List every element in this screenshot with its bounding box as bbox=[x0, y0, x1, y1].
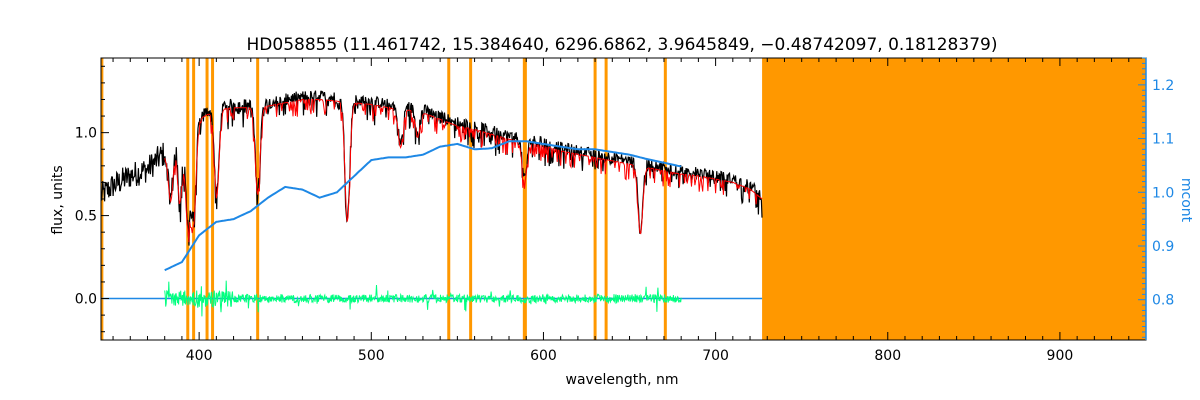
x-axis-label: wavelength, nm bbox=[566, 372, 679, 388]
y2-tick-label: 0.8 bbox=[1152, 293, 1174, 309]
observed-spectrum-line bbox=[101, 90, 763, 246]
y2-tick-label: 1.2 bbox=[1152, 78, 1174, 94]
x-tick-label: 800 bbox=[874, 348, 901, 364]
model-spectrum-line bbox=[164, 99, 763, 243]
masked-region bbox=[762, 58, 1146, 340]
continuum-line bbox=[164, 140, 682, 272]
y2-axis: 0.8 0.9 1.0 1.1 1.2 bbox=[1138, 57, 1174, 340]
y-axis-label: flux, units bbox=[50, 165, 66, 234]
chart-title: HD058855 (11.461742, 15.384640, 6296.686… bbox=[247, 35, 998, 55]
y2-axis-label: mcont bbox=[1178, 178, 1194, 223]
x-tick-label: 900 bbox=[1047, 348, 1074, 364]
y2-tick-label: 0.9 bbox=[1152, 239, 1174, 255]
y-tick-label: 0.0 bbox=[75, 292, 97, 308]
residuals-line bbox=[164, 280, 682, 317]
plot-area bbox=[101, 58, 1146, 340]
x-tick-label: 400 bbox=[186, 348, 213, 364]
x-tick-label: 700 bbox=[702, 348, 729, 364]
x-tick-label: 600 bbox=[530, 348, 557, 364]
x-tick-label: 500 bbox=[358, 348, 385, 364]
y-tick-label: 1.0 bbox=[75, 126, 97, 142]
y2-tick-label: 1.1 bbox=[1152, 132, 1174, 148]
y-axis: 0.0 0.5 1.0 bbox=[75, 65, 109, 333]
y-tick-label: 0.5 bbox=[75, 209, 97, 225]
y2-tick-label: 1.0 bbox=[1152, 185, 1174, 201]
